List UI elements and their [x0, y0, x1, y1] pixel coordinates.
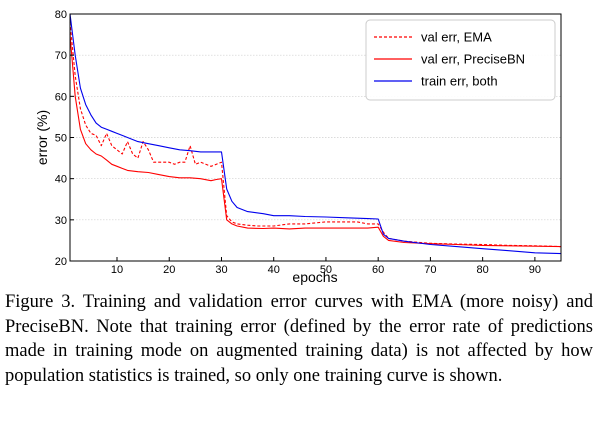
x-tick-label: 30 — [215, 264, 227, 276]
y-tick-label: 70 — [55, 50, 67, 62]
x-tick-label: 10 — [111, 264, 123, 276]
series-lines — [69, 13, 562, 255]
legend: val err, EMA val err, PreciseBN train err,… — [365, 19, 556, 101]
series-line-2 — [69, 13, 562, 255]
figure-caption: Figure 3. Training and validation error … — [5, 292, 593, 386]
x-tick-label: 20 — [163, 264, 175, 276]
x-tick-label: 80 — [477, 264, 489, 276]
y-axis-ticks: 20 30 40 50 60 70 80 — [55, 9, 74, 268]
x-axis-label: epochs — [292, 269, 337, 285]
y-tick-label: 30 — [55, 215, 67, 227]
y-tick-label: 40 — [55, 174, 67, 186]
x-axis-ticks: 10 20 30 40 50 60 70 80 90 — [111, 257, 541, 276]
legend-label: train err, both — [421, 74, 498, 89]
x-tick-label: 70 — [424, 264, 436, 276]
error-curves-chart: 10 20 30 40 50 60 70 80 90 20 30 40 50 60 70 80 epochs… — [34, 9, 562, 285]
y-tick-label: 20 — [55, 256, 67, 268]
x-tick-label: 50 — [320, 264, 332, 276]
legend-label: val err, PreciseBN — [421, 52, 525, 67]
legend-label: val err, EMA — [421, 30, 492, 45]
y-axis-label: error (%) — [34, 110, 50, 165]
y-tick-label: 50 — [55, 133, 67, 145]
series-line-1 — [69, 34, 562, 248]
x-tick-label: 90 — [529, 264, 541, 276]
y-tick-label: 60 — [55, 91, 67, 103]
x-tick-label: 60 — [372, 264, 384, 276]
legend-box — [365, 19, 556, 101]
x-tick-label: 40 — [268, 264, 280, 276]
y-tick-label: 80 — [55, 9, 67, 21]
